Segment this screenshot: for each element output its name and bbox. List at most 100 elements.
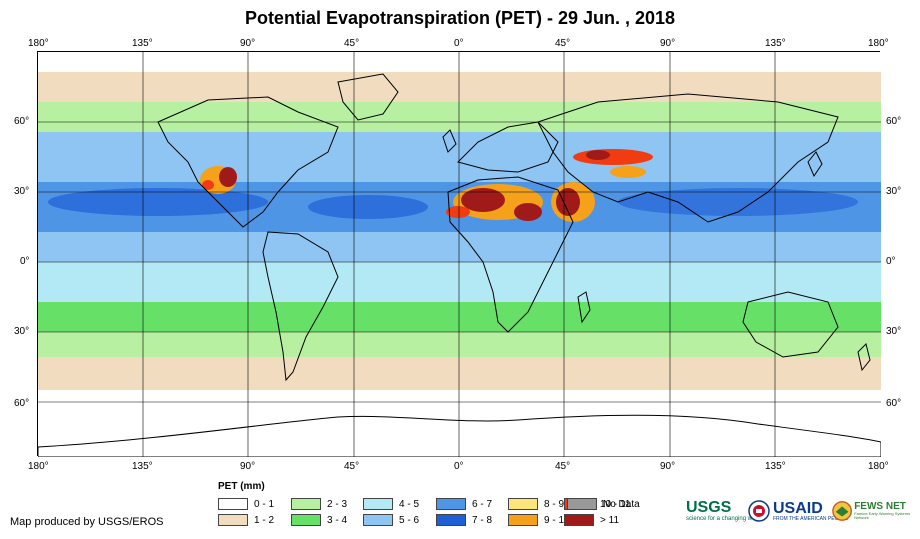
legend-swatch (564, 514, 594, 526)
asia-outline (537, 93, 839, 223)
legend-label: 7 - 8 (472, 514, 493, 526)
pacific-deep-patch (48, 188, 268, 216)
right-tick: 0° (886, 256, 896, 267)
graticule (38, 52, 881, 457)
bottom-tick: 45° (555, 461, 571, 472)
fewsnet-tagline: Famine Early Warning Systems Network (854, 511, 911, 520)
greenland-outline (337, 73, 399, 121)
south-low-band (38, 357, 881, 392)
africa-outline (447, 176, 574, 333)
right-tick: 60° (886, 398, 902, 409)
left-tick: 30° (14, 326, 30, 337)
pet-map[interactable] (37, 51, 881, 457)
legend-item: 0 - 1 (218, 498, 274, 510)
north-america-hotspot (200, 166, 237, 194)
legend-item: 9 - 10 (508, 514, 570, 526)
right-tick: 60° (886, 116, 902, 127)
legend-label: 10 - 11 (600, 498, 631, 510)
north-america-outline (157, 96, 339, 228)
legend-label: > 11 (600, 514, 619, 526)
atlantic-deep-patch (308, 195, 428, 219)
usaid-logo: USAID FROM THE AMERICAN PEOPLE (748, 497, 848, 525)
legend-item: 3 - 4 (291, 514, 347, 526)
top-tick: 135° (765, 38, 786, 49)
legend-swatch (218, 514, 248, 526)
left-tick: 60° (14, 398, 30, 409)
legend-label: 2 - 3 (327, 498, 348, 510)
top-tick: 90° (240, 38, 256, 49)
legend-label: 6 - 7 (472, 498, 493, 510)
legend-item: 2 - 3 (291, 498, 347, 510)
legend-item: 6 - 7 (436, 498, 492, 510)
new-zealand-outline (857, 343, 871, 372)
legend-label: 4 - 5 (399, 498, 420, 510)
left-tick: 60° (14, 116, 30, 127)
bottom-tick: 180° (28, 461, 49, 472)
bottom-tick: 180° (868, 461, 889, 472)
fewsnet-globe-icon (832, 501, 852, 521)
usaid-tagline: FROM THE AMERICAN PEOPLE (773, 515, 848, 522)
legend-label: 5 - 6 (399, 514, 420, 526)
top-tick: 45° (555, 38, 571, 49)
fewsnet-logo: FEWS NET Famine Early Warning Systems Ne… (832, 497, 920, 525)
legend-swatch (218, 498, 248, 510)
indian-deep-patch (618, 188, 858, 216)
central-asia-hotspot (573, 149, 653, 178)
usaid-seal-icon (748, 500, 770, 522)
usgs-logo: USGS science for a changing world (686, 497, 762, 525)
legend-item-nodata-real: No Data (567, 498, 640, 510)
bottom-tick: 45° (344, 461, 360, 472)
legend-swatch (508, 498, 538, 510)
usgs-tagline: science for a changing world (686, 516, 763, 522)
australia-outline (742, 291, 839, 358)
japan-outline (807, 151, 823, 178)
bottom-tick: 0° (454, 461, 464, 472)
south-america-outline (262, 231, 339, 382)
uk-outline (442, 129, 457, 153)
legend-label: 8 - 9 (544, 498, 565, 510)
legend-swatch (363, 498, 393, 510)
sahara-hotspot (446, 184, 543, 221)
legend-title: PET (mm) (218, 481, 265, 492)
legend-label: 9 - 10 (544, 514, 570, 526)
right-tick: 30° (886, 326, 902, 337)
subtropical-north-band (38, 132, 881, 182)
top-tick: 180° (868, 38, 889, 49)
legend-label: 0 - 1 (254, 498, 275, 510)
legend-swatch (508, 514, 538, 526)
bottom-tick: 90° (660, 461, 676, 472)
legend-label: 3 - 4 (327, 514, 348, 526)
legend-swatch (363, 514, 393, 526)
usgs-logo-text: USGS (686, 499, 732, 516)
credit-text: Map produced by USGS/EROS (10, 516, 164, 528)
legend-item: 5 - 6 (363, 514, 419, 526)
europe-outline (457, 121, 559, 173)
bottom-tick: 135° (132, 461, 153, 472)
top-tick: 0° (454, 38, 464, 49)
madagascar-outline (577, 291, 591, 324)
legend-item: 4 - 5 (363, 498, 419, 510)
legend-item: 8 - 9 (508, 498, 564, 510)
top-tick: 180° (28, 38, 49, 49)
legend-label: No Data (603, 498, 640, 510)
legend-swatch (436, 498, 466, 510)
usaid-logo-text: USAID (773, 499, 823, 517)
legend-item: 7 - 8 (436, 514, 492, 526)
top-tick: 45° (344, 38, 360, 49)
legend-item: > 11 (564, 514, 619, 526)
legend-swatch (291, 514, 321, 526)
map-title: Potential Evapotranspiration (PET) - 29 … (244, 8, 676, 28)
legend-swatch (567, 498, 597, 510)
fewsnet-logo-text: FEWS NET (854, 501, 906, 512)
legend-item: 1 - 2 (218, 514, 274, 526)
top-tick: 135° (132, 38, 153, 49)
right-tick: 30° (886, 186, 902, 197)
bottom-tick: 90° (240, 461, 256, 472)
left-tick: 0° (20, 256, 30, 267)
legend-swatch (291, 498, 321, 510)
coastlines (157, 73, 871, 382)
top-tick: 90° (660, 38, 676, 49)
legend-label: 1 - 2 (254, 514, 275, 526)
legend-swatch (436, 514, 466, 526)
left-tick: 30° (14, 186, 30, 197)
